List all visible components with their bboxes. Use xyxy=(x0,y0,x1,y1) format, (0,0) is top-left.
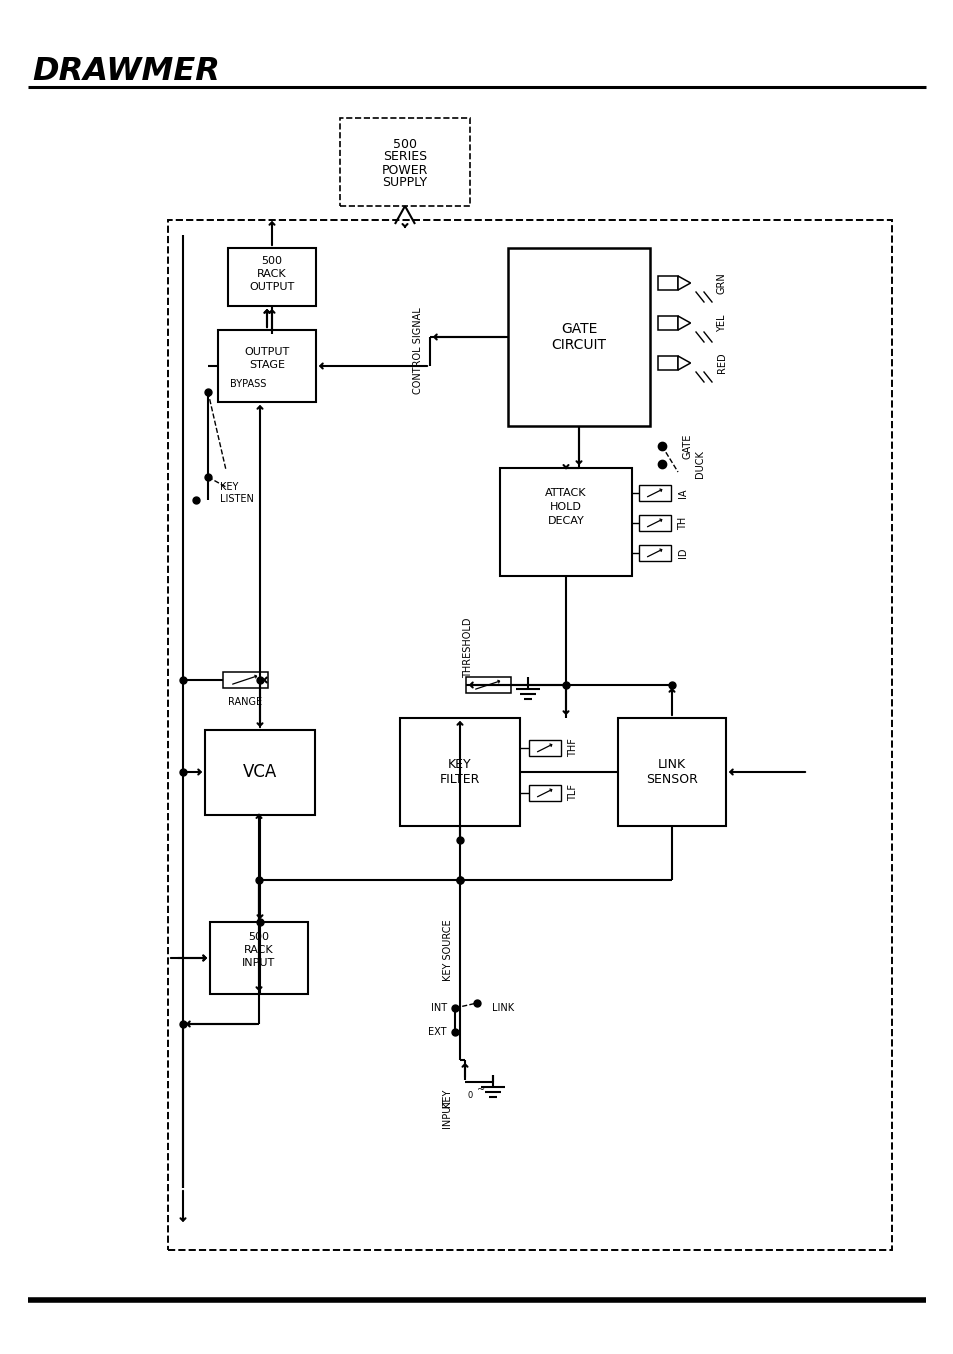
Text: 0: 0 xyxy=(467,1090,472,1099)
Text: IA: IA xyxy=(678,489,687,498)
Text: INPUT: INPUT xyxy=(242,959,275,968)
Text: GRN: GRN xyxy=(717,272,726,294)
Text: SERIES: SERIES xyxy=(382,150,427,164)
Text: TH: TH xyxy=(678,516,687,529)
Bar xyxy=(399,718,519,826)
Text: SUPPLY: SUPPLY xyxy=(382,176,427,190)
Text: 500: 500 xyxy=(393,138,416,150)
Bar xyxy=(529,785,560,802)
Bar xyxy=(210,922,308,994)
Text: KEY: KEY xyxy=(441,1089,452,1108)
Text: RANGE: RANGE xyxy=(228,697,262,707)
Text: THF: THF xyxy=(567,738,578,757)
Bar xyxy=(465,677,511,693)
Polygon shape xyxy=(678,356,690,370)
Bar xyxy=(507,248,649,427)
Bar xyxy=(218,330,315,402)
Polygon shape xyxy=(678,315,690,330)
Text: GATE: GATE xyxy=(560,322,597,336)
Text: DUCK: DUCK xyxy=(695,450,704,478)
Text: GATE: GATE xyxy=(682,433,692,459)
Bar xyxy=(339,118,470,206)
Text: RACK: RACK xyxy=(244,945,274,955)
Text: OUTPUT: OUTPUT xyxy=(244,347,290,357)
Bar xyxy=(223,672,268,688)
Bar xyxy=(639,546,670,561)
Text: POWER: POWER xyxy=(381,164,428,176)
Text: INPUT: INPUT xyxy=(441,1098,452,1128)
Text: RACK: RACK xyxy=(257,269,287,279)
Polygon shape xyxy=(678,276,690,290)
Text: THRESHOLD: THRESHOLD xyxy=(462,617,473,678)
Text: HOLD: HOLD xyxy=(550,502,581,512)
Text: CIRCUIT: CIRCUIT xyxy=(551,338,606,352)
Bar xyxy=(618,718,725,826)
Text: SENSOR: SENSOR xyxy=(645,773,698,787)
Text: DRAWMER: DRAWMER xyxy=(32,57,219,88)
Text: DECAY: DECAY xyxy=(547,516,584,525)
Bar xyxy=(658,276,678,290)
Text: LINK: LINK xyxy=(492,1003,514,1013)
Text: OUTPUT: OUTPUT xyxy=(249,282,294,292)
Text: INT: INT xyxy=(431,1003,447,1013)
Text: BYPASS: BYPASS xyxy=(230,379,266,389)
Text: ~: ~ xyxy=(476,1085,484,1095)
Text: TLF: TLF xyxy=(567,784,578,802)
Text: YEL: YEL xyxy=(717,314,726,332)
Text: ID: ID xyxy=(678,548,687,558)
Bar xyxy=(168,219,891,1250)
Text: VCA: VCA xyxy=(243,764,276,781)
Text: 500: 500 xyxy=(261,256,282,265)
Text: EXT: EXT xyxy=(428,1026,447,1037)
Text: 500: 500 xyxy=(248,932,269,942)
Text: FILTER: FILTER xyxy=(439,773,479,787)
Bar xyxy=(658,356,678,370)
Bar xyxy=(639,515,670,531)
Bar xyxy=(658,315,678,330)
Text: LISTEN: LISTEN xyxy=(220,494,253,504)
Text: KEY: KEY xyxy=(448,758,472,772)
Text: LINK: LINK xyxy=(658,758,685,772)
Bar xyxy=(639,485,670,501)
Bar xyxy=(499,468,631,575)
Bar xyxy=(529,741,560,756)
Text: STAGE: STAGE xyxy=(249,360,285,370)
Text: KEY SOURCE: KEY SOURCE xyxy=(442,919,453,980)
Bar xyxy=(228,248,315,306)
Text: RED: RED xyxy=(717,352,726,374)
Text: KEY: KEY xyxy=(220,482,238,492)
Bar xyxy=(205,730,314,815)
Text: ATTACK: ATTACK xyxy=(545,487,586,498)
Text: CONTROL SIGNAL: CONTROL SIGNAL xyxy=(413,307,422,394)
